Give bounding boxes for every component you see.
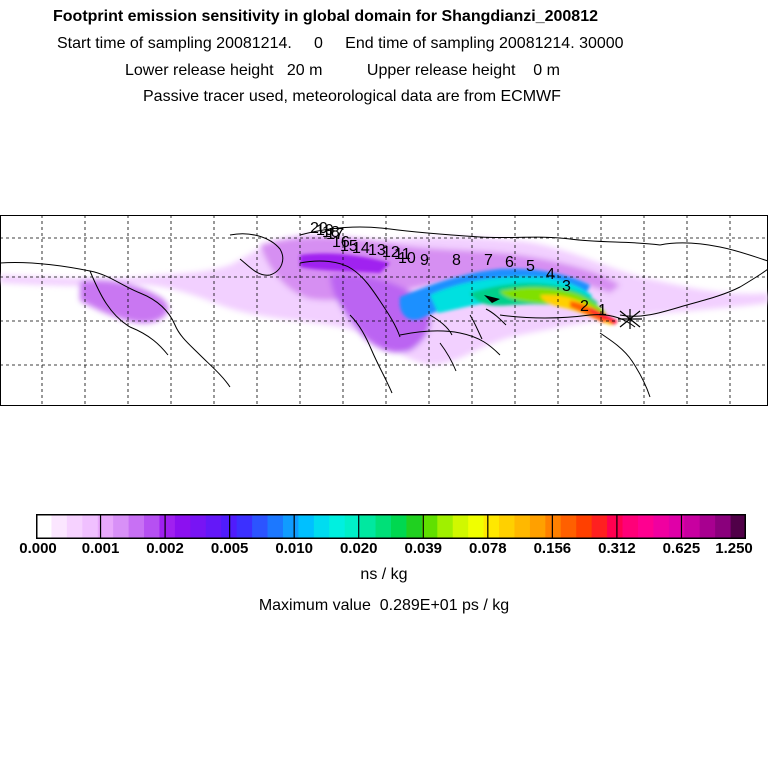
colorbar-swatch xyxy=(313,514,330,539)
trajectory-label: 8 xyxy=(452,252,461,269)
maximum-value-text: Maximum value 0.289E+01 ps / kg xyxy=(258,597,510,614)
colorbar-swatch xyxy=(499,514,515,539)
colorbar-tick-label: 0.010 xyxy=(275,540,313,557)
colorbar-tick-label: 0.002 xyxy=(146,540,184,557)
trajectory-label: 1 xyxy=(598,302,607,319)
colorbar-swatch xyxy=(82,514,99,539)
colorbar-swatch xyxy=(36,514,52,539)
trajectory-label: 7 xyxy=(484,252,493,269)
sampling-time-text: Start time of sampling 20081214. 0 End t… xyxy=(57,35,624,52)
colorbar-swatch xyxy=(622,514,639,539)
colorbar-swatch xyxy=(637,514,654,539)
colorbar-swatch xyxy=(298,514,315,539)
colorbar-swatch xyxy=(329,514,346,539)
colorbar-swatch xyxy=(468,514,485,539)
colorbar-swatch xyxy=(159,514,176,539)
colorbar-tick-label: 0.039 xyxy=(404,540,443,557)
colorbar-swatch xyxy=(282,514,299,539)
trajectory-label: 5 xyxy=(526,258,535,275)
colorbar-swatch xyxy=(252,514,269,539)
colorbar-swatch xyxy=(653,514,670,539)
colorbar-swatch xyxy=(452,514,469,539)
colorbar-swatch xyxy=(421,514,438,539)
release-height-text: Lower release height 20 m Upper release … xyxy=(125,62,560,79)
colorbar-swatch xyxy=(391,514,407,539)
colorbar-swatch xyxy=(715,514,732,539)
colorbar-swatch xyxy=(205,514,222,539)
colorbar-swatch xyxy=(668,514,685,539)
colorbar-swatch xyxy=(529,514,546,539)
colorbar-tick-label: 0.020 xyxy=(339,540,378,557)
trajectory-label: 19 xyxy=(316,222,334,239)
colorbar-swatch xyxy=(576,514,593,539)
sensitivity-plume xyxy=(0,234,768,365)
colorbar-swatch xyxy=(560,514,577,539)
colorbar-swatch xyxy=(267,514,284,539)
colorbar-tick-label: 0.001 xyxy=(81,540,120,557)
colorbar-swatch xyxy=(174,514,191,539)
colorbar-swatch xyxy=(51,514,68,539)
colorbar-swatch xyxy=(190,514,207,539)
colorbar-swatch xyxy=(699,514,716,539)
colorbar-swatch xyxy=(483,514,500,539)
colorbar-swatch xyxy=(236,514,253,539)
trajectory-label: 12 xyxy=(382,244,400,261)
colorbar-tick-label: 0.156 xyxy=(533,540,572,557)
colorbar-swatch xyxy=(144,514,160,539)
plot-title: Footprint emission sensitivity in global… xyxy=(53,8,598,25)
colorbar-swatch xyxy=(113,514,130,539)
colorbar xyxy=(36,514,746,539)
trajectory-label: 4 xyxy=(546,266,555,283)
colorbar-swatch xyxy=(607,514,624,539)
trajectory-label: 13 xyxy=(368,242,386,259)
colorbar-swatch xyxy=(730,514,746,539)
trajectory-label: 2 xyxy=(580,298,589,315)
trajectory-label: 18 xyxy=(322,224,340,241)
colorbar-tick-label: 1.250 xyxy=(715,540,753,557)
trajectory-label: 14 xyxy=(352,240,370,257)
colorbar-swatch xyxy=(97,514,114,539)
colorbar-swatch xyxy=(66,514,83,539)
colorbar-tick-label: 0.005 xyxy=(210,540,249,557)
colorbar-swatch xyxy=(545,514,562,539)
colorbar-swatch xyxy=(437,514,454,539)
trajectory-label: 9 xyxy=(420,252,429,269)
colorbar-tick-label: 0.312 xyxy=(598,540,636,557)
colorbar-swatch xyxy=(344,514,361,539)
colorbar-swatch xyxy=(591,514,608,539)
tracer-info-text: Passive tracer used, meteorological data… xyxy=(143,88,561,105)
trajectory-label: 10 xyxy=(398,250,416,267)
colorbar-swatch xyxy=(514,514,531,539)
trajectory-label: 11 xyxy=(394,246,411,263)
trajectory-label: 20 xyxy=(310,220,328,237)
colorbar-tick-label: 0.078 xyxy=(469,540,507,557)
trajectory-label: 6 xyxy=(505,254,514,271)
trajectory-label: 17 xyxy=(326,226,344,243)
colorbar-swatch xyxy=(406,514,423,539)
colorbar-tick-label: 0.625 xyxy=(662,540,701,557)
x-icon xyxy=(618,309,642,329)
graticule xyxy=(0,215,768,406)
trajectory-label: 3 xyxy=(562,278,571,295)
trajectory-label: 16 xyxy=(332,234,350,251)
colorbar-frame xyxy=(36,514,746,539)
colorbar-unit: ns / kg xyxy=(360,566,408,583)
colorbar-swatch xyxy=(684,514,701,539)
trajectory-label: 15 xyxy=(340,238,358,255)
colorbar-swatch xyxy=(360,514,377,539)
colorbar-tick-label: 0.000 xyxy=(19,540,57,557)
colorbar-swatch xyxy=(128,514,145,539)
coastlines xyxy=(0,226,768,398)
colorbar-swatch xyxy=(375,514,392,539)
